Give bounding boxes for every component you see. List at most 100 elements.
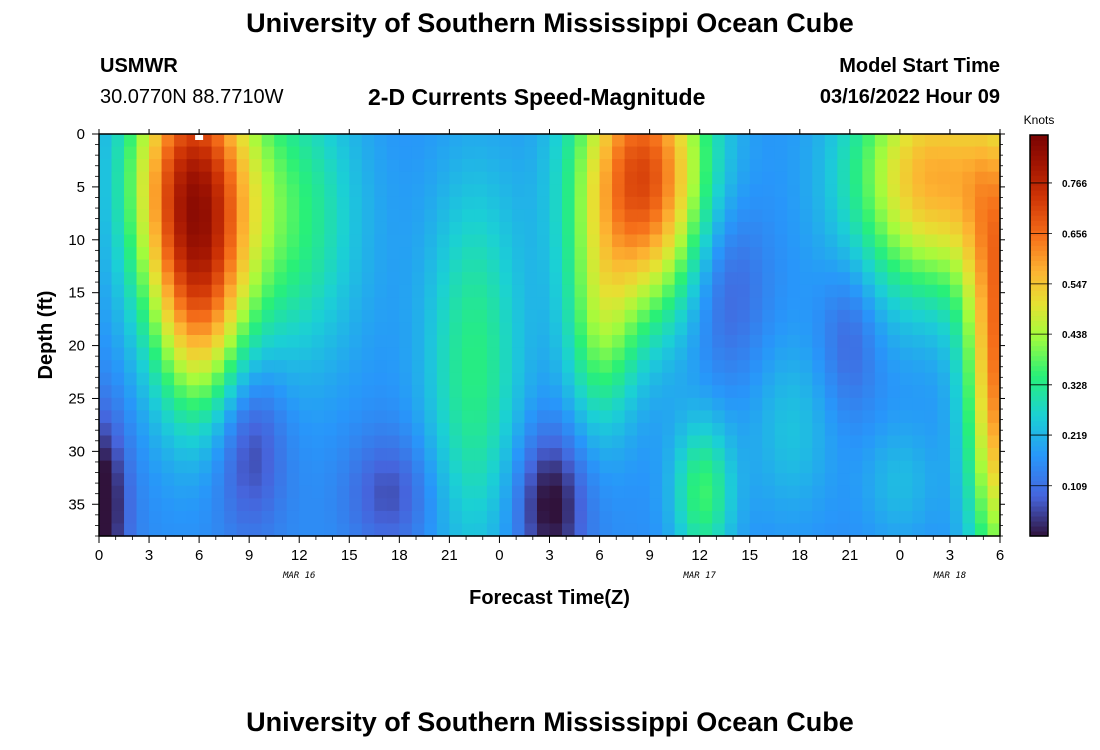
heatmap-cell — [674, 385, 688, 399]
heatmap-cell — [249, 422, 263, 437]
heatmap-cell — [199, 385, 213, 399]
heatmap-cell — [99, 422, 113, 437]
heatmap-cell — [787, 360, 801, 374]
heatmap-cell — [674, 397, 688, 411]
heatmap-cell — [161, 322, 175, 336]
heatmap-cell — [411, 372, 425, 386]
heatmap-cell — [411, 184, 425, 198]
heatmap-cell — [274, 272, 288, 286]
heatmap-cell — [224, 372, 238, 386]
heatmap-cell — [161, 309, 175, 324]
heatmap-cell — [649, 347, 663, 361]
heatmap-cell — [812, 372, 826, 386]
heatmap-cell — [612, 385, 626, 399]
heatmap-cell — [724, 397, 738, 411]
heatmap-cell — [687, 485, 701, 499]
colorbar-swatch — [1030, 400, 1048, 407]
x-axis-label: Forecast Time(Z) — [469, 587, 630, 609]
heatmap-cell — [111, 335, 125, 349]
heatmap-cell — [987, 309, 1001, 324]
colorbar-swatch — [1030, 255, 1048, 261]
heatmap-cell — [136, 297, 150, 311]
heatmap-cell — [912, 221, 926, 236]
heatmap-cell — [837, 297, 851, 311]
model-start-label: Model Start Time — [839, 55, 1000, 77]
heatmap-cell — [974, 309, 989, 324]
x-tick-label: 9 — [245, 547, 253, 564]
heatmap-cell — [324, 134, 338, 148]
heatmap-cell — [912, 335, 926, 349]
heatmap-cell — [324, 410, 338, 424]
heatmap-cell — [174, 134, 188, 148]
heatmap-cell — [261, 284, 275, 298]
heatmap-cell — [587, 159, 601, 173]
heatmap-cell — [662, 297, 676, 311]
heatmap-cell — [612, 146, 626, 160]
heatmap-cell — [599, 171, 613, 185]
heatmap-cell — [324, 360, 338, 374]
heatmap-cell — [224, 159, 238, 173]
heatmap-cell — [111, 209, 125, 223]
heatmap-cell — [149, 209, 163, 223]
heatmap-cell — [637, 422, 651, 437]
heatmap-cell — [612, 309, 626, 324]
heatmap-cell — [299, 473, 313, 487]
heatmap-cell — [849, 498, 863, 512]
footer-title: University of Southern Mississippi Ocean… — [246, 707, 854, 737]
heatmap-cell — [712, 171, 726, 185]
heatmap-cell — [962, 297, 976, 311]
heatmap-cell — [199, 146, 213, 160]
heatmap-cell — [624, 498, 638, 512]
heatmap-cell — [662, 473, 676, 487]
heatmap-cell — [461, 372, 476, 386]
heatmap-cell — [299, 385, 313, 399]
heatmap-cell — [662, 171, 676, 185]
heatmap-cell — [436, 498, 450, 512]
heatmap-cell — [461, 134, 476, 148]
heatmap-cell — [899, 372, 913, 386]
heatmap-cell — [612, 234, 626, 248]
heatmap-cell — [524, 410, 538, 424]
heatmap-cell — [124, 171, 138, 185]
heatmap-cell — [311, 422, 325, 437]
heatmap-cell — [324, 184, 338, 198]
heatmap-cell — [286, 360, 300, 374]
heatmap-cell — [311, 159, 325, 173]
heatmap-cell — [737, 259, 751, 273]
heatmap-cell — [937, 297, 951, 311]
colorbar-swatch — [1030, 315, 1048, 322]
heatmap-cell — [536, 460, 551, 474]
colorbar-tick-label: 0.109 — [1062, 482, 1087, 493]
heatmap-cell — [574, 209, 588, 223]
heatmap-cell — [261, 309, 275, 324]
heatmap-cell — [562, 309, 576, 324]
heatmap-cell — [299, 335, 313, 349]
heatmap-cell — [174, 209, 188, 223]
heatmap-cell — [874, 422, 888, 437]
heatmap-cell — [587, 309, 601, 324]
heatmap-cell — [562, 372, 576, 386]
heatmap-cell — [299, 284, 313, 298]
heatmap-cell — [499, 259, 513, 273]
heatmap-cell — [924, 184, 939, 198]
heatmap-cell — [411, 272, 425, 286]
heatmap-cell — [624, 322, 638, 336]
heatmap-cell — [862, 485, 876, 499]
heatmap-cell — [574, 473, 588, 487]
heatmap-cell — [324, 209, 338, 223]
heatmap-cell — [587, 448, 601, 462]
heatmap-cell — [699, 134, 713, 148]
heatmap-cell — [787, 435, 801, 449]
heatmap-cell — [987, 146, 1001, 160]
heatmap-cell — [524, 297, 538, 311]
heatmap-cell — [349, 448, 363, 462]
heatmap-cell — [536, 146, 551, 160]
heatmap-cell — [236, 134, 250, 148]
heatmap-cell — [361, 485, 375, 499]
heatmap-cell — [99, 335, 113, 349]
heatmap-cell — [336, 473, 350, 487]
heatmap-cell — [136, 347, 150, 361]
heatmap-cell — [111, 134, 125, 148]
heatmap-cell — [161, 272, 175, 286]
heatmap-cell — [937, 360, 951, 374]
